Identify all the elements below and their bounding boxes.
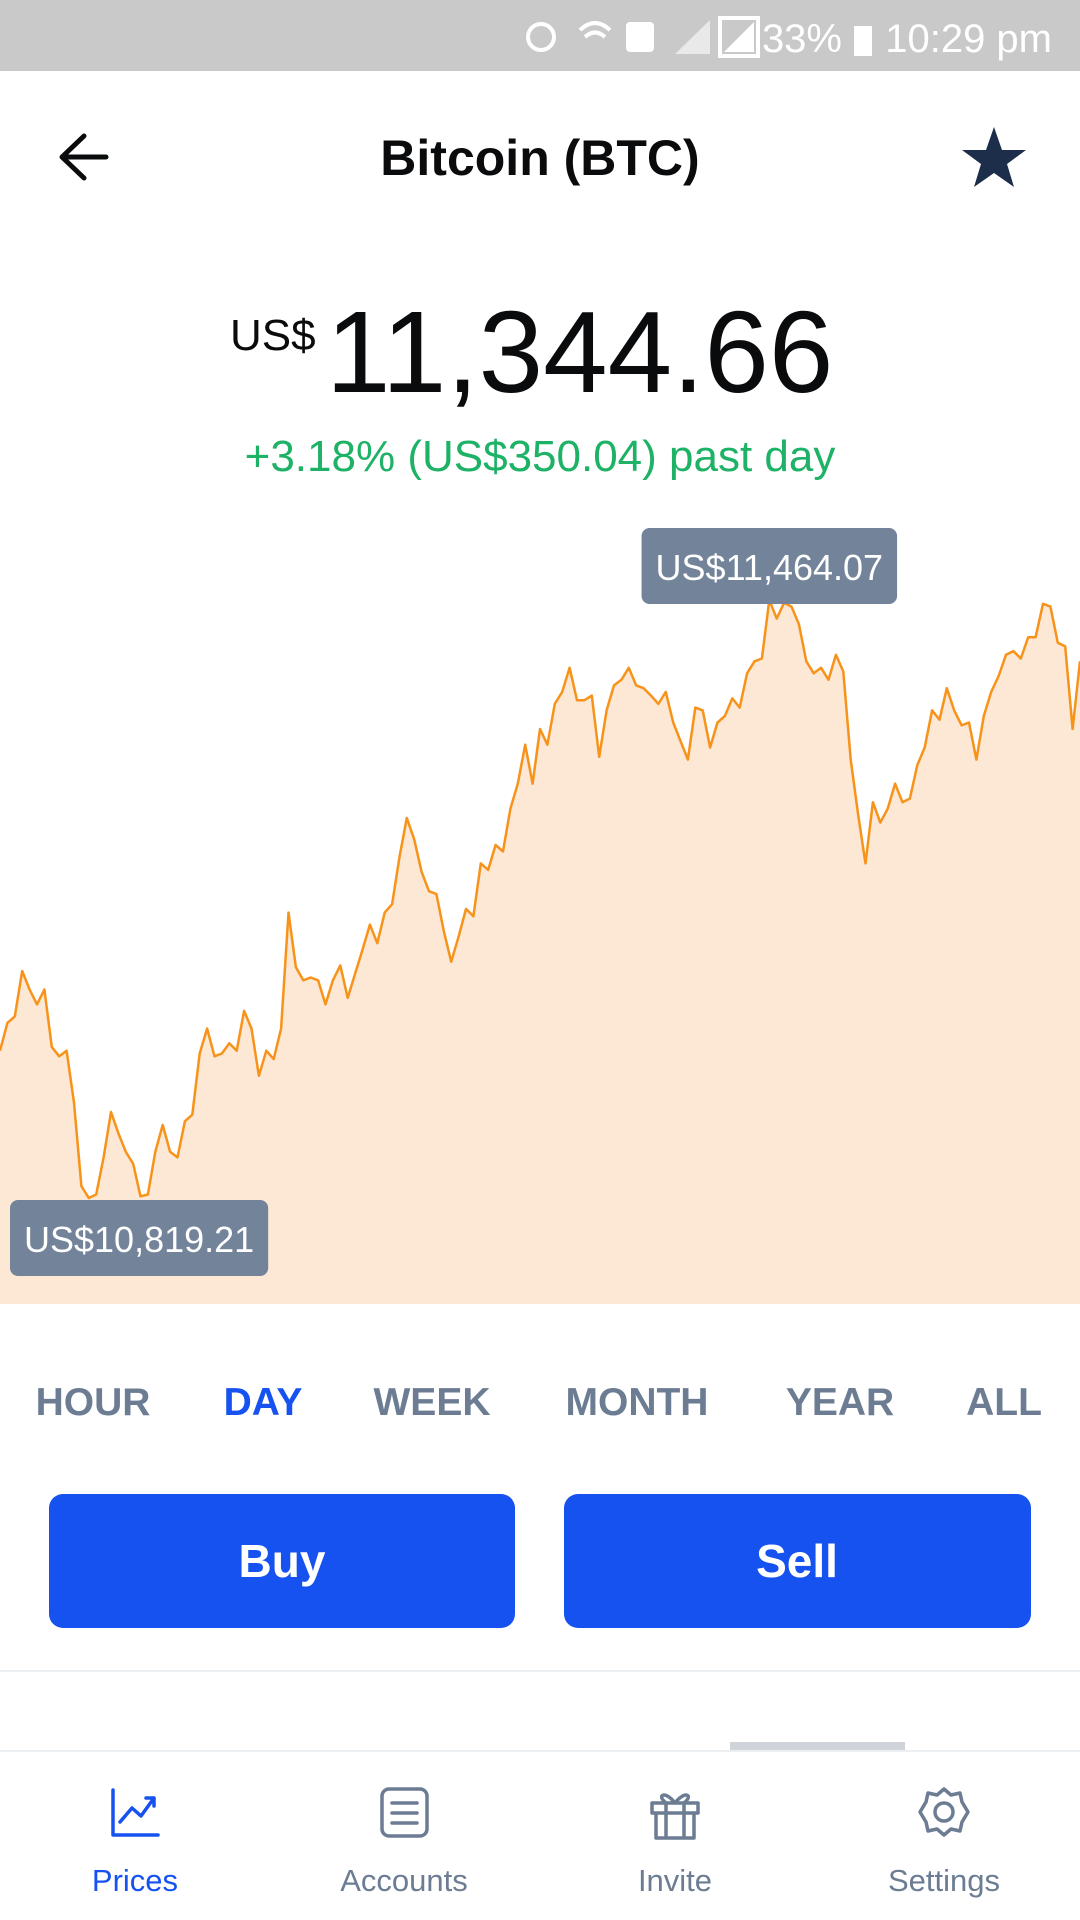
nav-icons (111, 1787, 970, 1840)
favorite-star[interactable] (962, 127, 1026, 187)
timeframe-tab[interactable]: MONTH (566, 1381, 709, 1424)
timeframe-tab[interactable]: ALL (966, 1381, 1042, 1424)
low-label-bg (10, 1200, 269, 1276)
sell-button[interactable]: Sell (564, 1494, 1031, 1628)
timeframe-tabs: HOUR DAY WEEK MONTH YEAR ALL (36, 1381, 1042, 1424)
nav-label[interactable]: Invite (638, 1863, 712, 1898)
signal-box-icon (718, 16, 760, 58)
timeframe-tab[interactable]: HOUR (36, 1381, 151, 1424)
clock: 10:29 pm (885, 17, 1052, 61)
high-label-text: US$11,464.07 (656, 547, 884, 588)
nav-label[interactable]: Prices (92, 1863, 178, 1898)
price-currency: US$ (230, 311, 316, 360)
back-button[interactable] (59, 133, 109, 181)
price-amount: 11,344.66 (326, 287, 833, 417)
status-icons (526, 16, 872, 58)
timeframe-tab[interactable]: WEEK (374, 1381, 491, 1424)
accounts-icon[interactable] (380, 1787, 429, 1838)
timeframe-tab[interactable]: DAY (224, 1381, 303, 1424)
price-chart: US$11,464.07 US$10,819.21 (0, 528, 1080, 1304)
nav-labels: Prices Accounts Invite Settings (92, 1863, 1000, 1898)
high-label-bg (641, 528, 898, 604)
prices-icon[interactable] (111, 1788, 160, 1837)
price-line (0, 598, 1080, 1200)
sell-button-bg[interactable] (564, 1494, 1031, 1628)
sim-icon (626, 22, 654, 52)
buy-button-label[interactable]: Buy (239, 1535, 326, 1587)
price-change: +3.18% (US$350.04) past day (245, 432, 836, 481)
alarm-icon (526, 22, 556, 52)
back-arrow[interactable] (59, 133, 109, 181)
invite-icon[interactable] (650, 1793, 700, 1840)
settings-icon-center[interactable] (933, 1801, 955, 1823)
battery-text: 33% (762, 17, 842, 61)
low-label: US$10,819.21 (10, 1200, 269, 1276)
status-bar (0, 0, 1080, 71)
signal-icon (675, 20, 710, 54)
wifi-icon (578, 21, 612, 39)
area-fill (0, 600, 1080, 1304)
buy-button[interactable]: Buy (49, 1494, 515, 1628)
buy-button-bg[interactable] (49, 1494, 515, 1628)
high-label: US$11,464.07 (641, 528, 898, 604)
page-title: Bitcoin (BTC) (380, 130, 699, 186)
partial-row-text (730, 1742, 905, 1750)
bottom-nav (0, 1750, 1080, 1920)
accounts-icon-lines[interactable] (390, 1801, 419, 1825)
nav-label[interactable]: Settings (888, 1863, 1000, 1898)
low-label-text: US$10,819.21 (24, 1219, 254, 1260)
battery-icon (854, 26, 872, 56)
nav-label[interactable]: Accounts (340, 1863, 468, 1898)
signal-icon-2 (724, 22, 754, 52)
settings-icon[interactable] (918, 1787, 970, 1837)
sell-button-label[interactable]: Sell (756, 1535, 838, 1587)
timeframe-tab[interactable]: YEAR (786, 1381, 894, 1424)
